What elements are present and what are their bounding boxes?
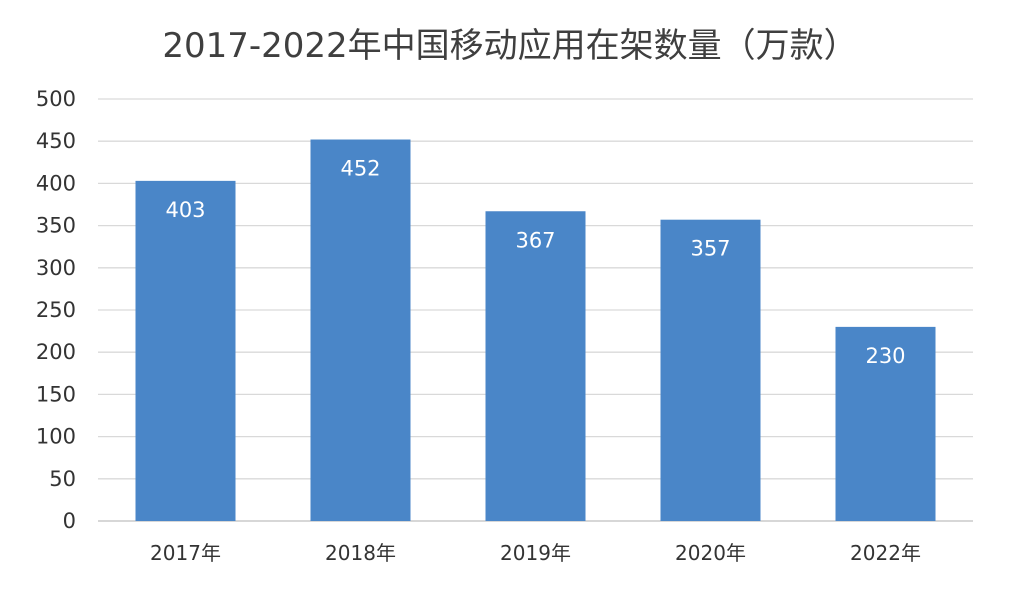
data-labels: 403 452 367 357 230 xyxy=(165,157,905,368)
y-tick-label: 350 xyxy=(36,214,76,238)
x-tick-label: 2019年 xyxy=(500,541,571,565)
data-label: 403 xyxy=(165,198,205,222)
y-tick-label: 250 xyxy=(36,298,76,322)
y-tick-label: 400 xyxy=(36,171,76,195)
bar-2019年 xyxy=(485,211,586,521)
x-tick-label: 2018年 xyxy=(325,541,396,565)
data-label: 452 xyxy=(340,157,380,181)
axes: 0 50 100 150 200 250 300 350 400 450 500 2017年 2018年… xyxy=(36,87,921,565)
bar-2018年 xyxy=(310,139,411,521)
y-tick-label: 500 xyxy=(36,87,76,111)
x-tick-label: 2022年 xyxy=(850,541,921,565)
bar-2020年 xyxy=(660,219,761,521)
y-tick-label: 200 xyxy=(36,340,76,364)
x-tick-label: 2020年 xyxy=(675,541,746,565)
bar-2017年 xyxy=(135,180,236,522)
y-tick-label: 450 xyxy=(36,129,76,153)
data-label: 357 xyxy=(690,237,730,261)
bar-2022年 xyxy=(835,326,936,521)
y-tick-label: 0 xyxy=(63,509,76,533)
y-tick-label: 150 xyxy=(36,382,76,406)
x-tick-label: 2017年 xyxy=(150,541,221,565)
y-tick-label: 300 xyxy=(36,256,76,280)
y-tick-label: 100 xyxy=(36,425,76,449)
chart-title: 2017-2022年中国移动应用在架数量（万款） xyxy=(162,26,858,66)
data-label: 367 xyxy=(515,228,555,252)
y-tick-label: 50 xyxy=(49,467,76,491)
bars xyxy=(135,139,936,522)
data-label: 230 xyxy=(865,344,905,368)
